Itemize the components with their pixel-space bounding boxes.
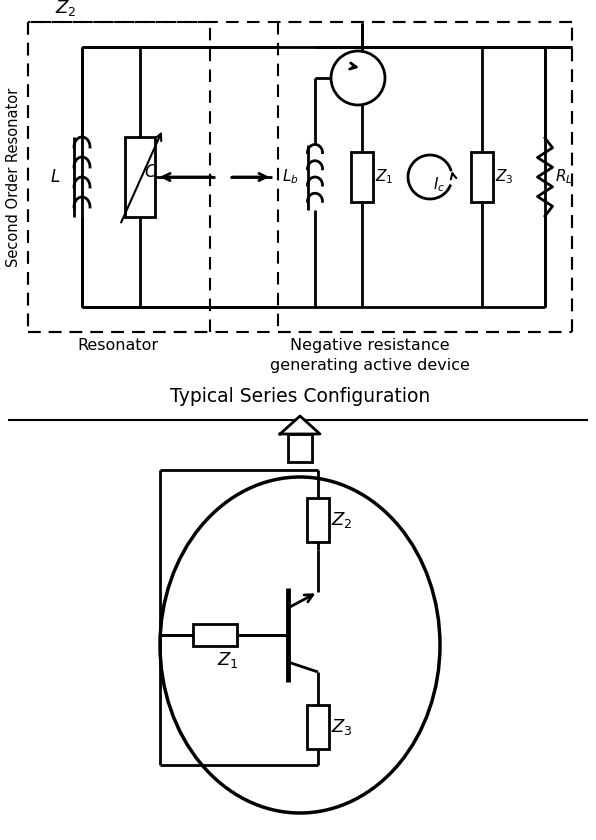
- Text: $L$: $L$: [49, 168, 60, 186]
- Bar: [125, 137, 155, 217]
- Bar: [307, 705, 329, 749]
- Bar: [471, 152, 493, 202]
- Text: Negative resistance
generating active device: Negative resistance generating active de…: [270, 338, 470, 373]
- Text: Resonator: Resonator: [77, 338, 159, 353]
- Text: $C$: $C$: [144, 163, 157, 181]
- Text: $Z_3$: $Z_3$: [495, 168, 514, 186]
- Bar: [193, 624, 237, 646]
- Text: $Z_2$: $Z_2$: [331, 510, 352, 530]
- Polygon shape: [280, 416, 320, 434]
- Text: $L_b$: $L_b$: [283, 168, 299, 186]
- Text: $Z_2$: $Z_2$: [55, 0, 76, 18]
- Ellipse shape: [160, 477, 440, 813]
- Text: $Z_3$: $Z_3$: [331, 717, 353, 737]
- Bar: [307, 498, 329, 542]
- Text: $R_L$: $R_L$: [555, 168, 573, 186]
- Bar: [288, 434, 312, 462]
- Text: Typical Series Configuration: Typical Series Configuration: [170, 387, 430, 406]
- Bar: [351, 152, 373, 202]
- Text: $Z_1$: $Z_1$: [217, 650, 238, 670]
- Text: Second Order Resonator: Second Order Resonator: [7, 87, 21, 266]
- Circle shape: [331, 51, 385, 105]
- Text: $Z_1$: $Z_1$: [375, 168, 393, 186]
- Text: $I_c$: $I_c$: [433, 176, 445, 194]
